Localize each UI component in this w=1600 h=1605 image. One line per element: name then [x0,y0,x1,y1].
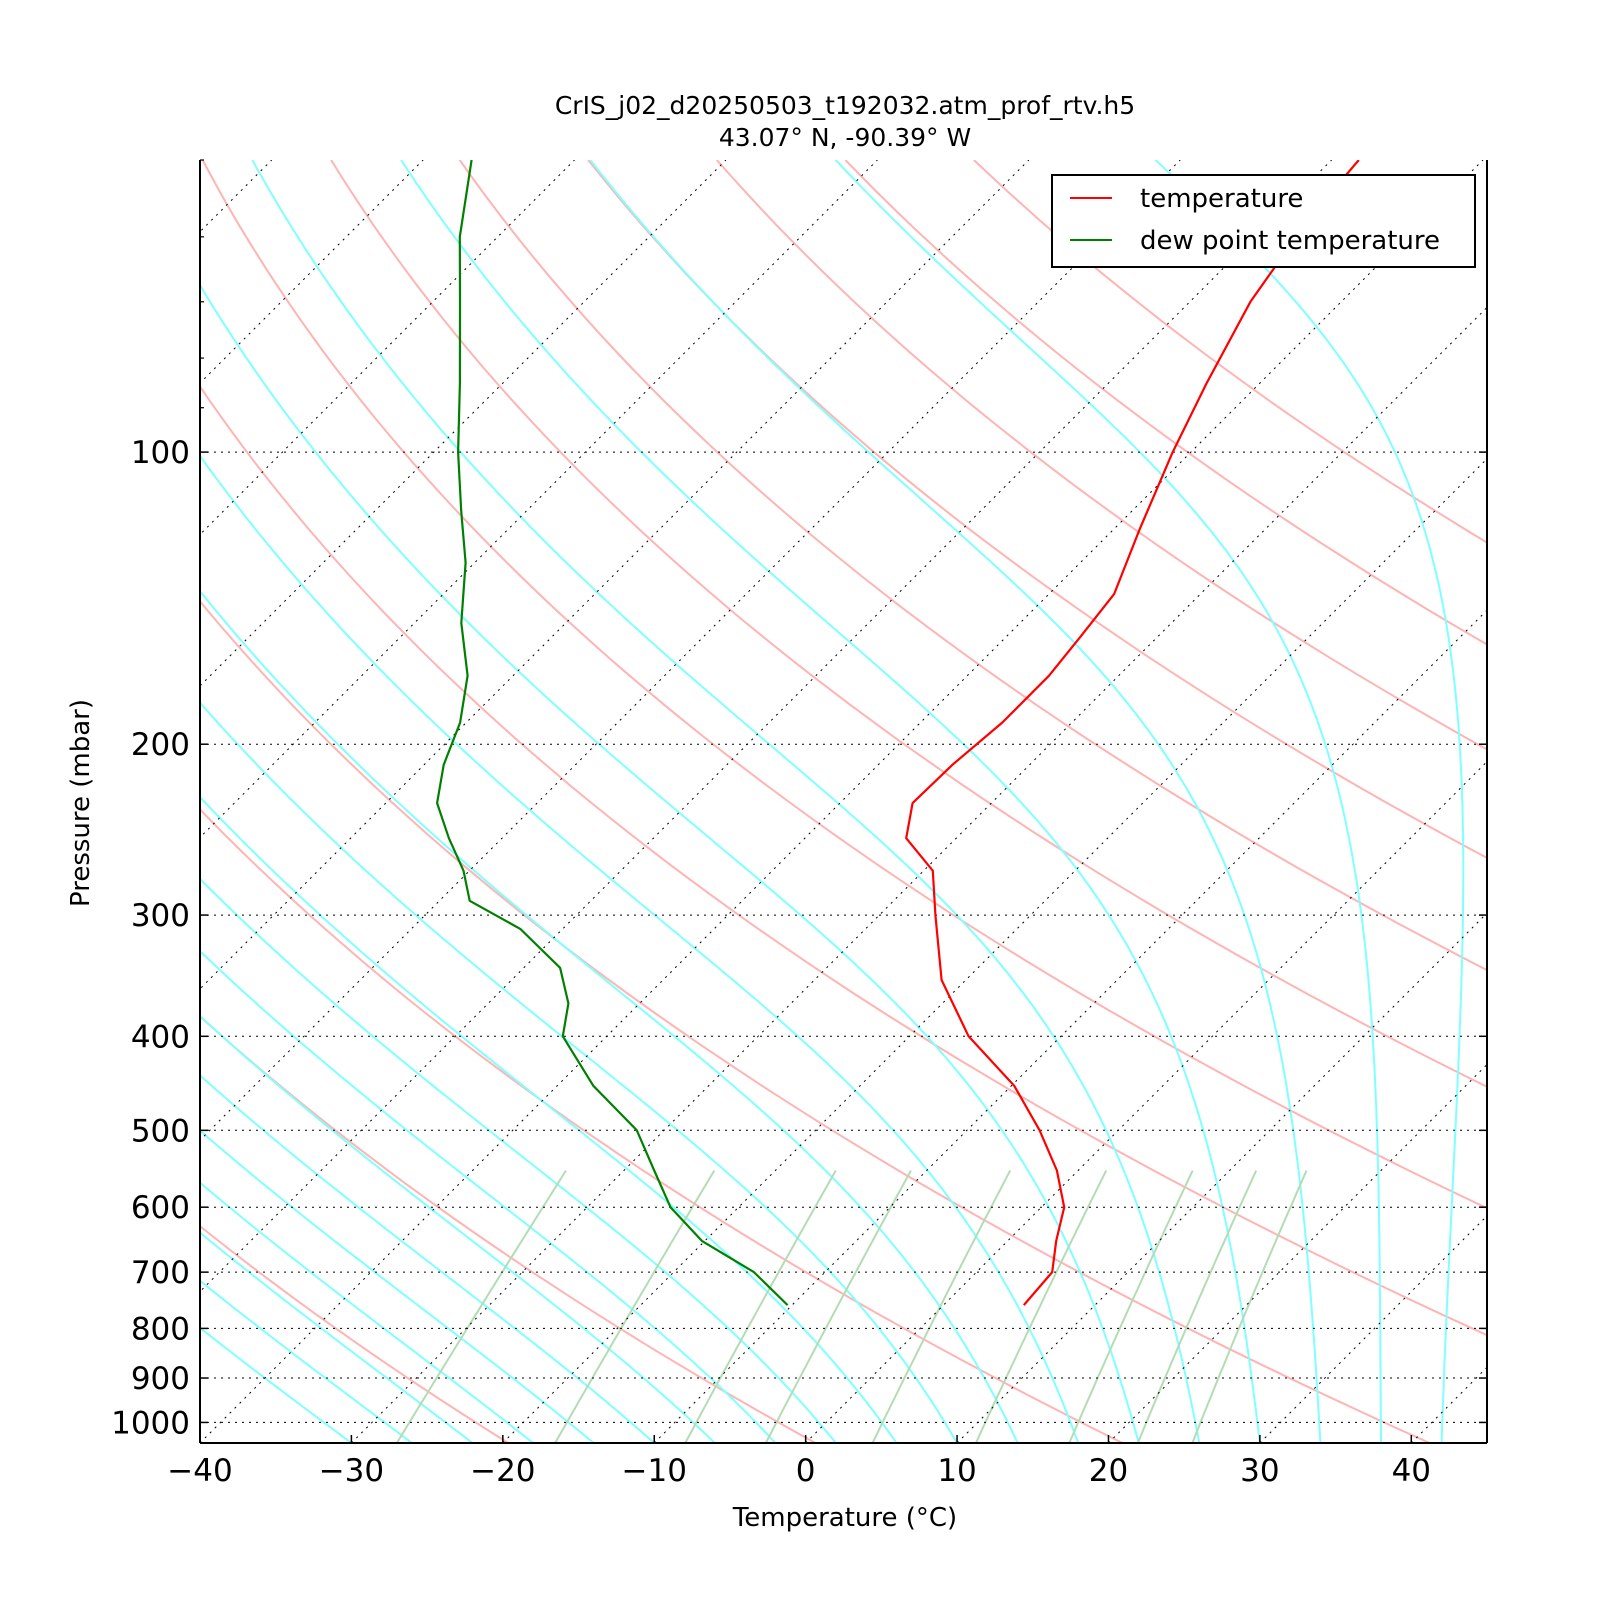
x-tick-label: 40 [1392,1453,1431,1489]
x-tick-label: 30 [1240,1453,1279,1489]
y-tick-label: 700 [131,1255,190,1291]
x-tick-label: −10 [622,1453,687,1489]
x-tick-label: 10 [937,1453,976,1489]
chart-subtitle: 43.07° N, -90.39° W [719,123,971,152]
legend-label-temperature: temperature [1140,184,1303,214]
x-tick-label: −30 [319,1453,384,1489]
y-tick-label: 200 [131,727,190,763]
legend-label-dew-point: dew point temperature [1140,226,1440,256]
y-tick-label: 100 [131,435,190,471]
chart-title: CrIS_j02_d20250503_t192032.atm_prof_rtv.… [555,91,1135,120]
y-tick-label: 600 [131,1190,190,1226]
y-tick-label: 500 [131,1113,190,1149]
x-axis-label: Temperature (°C) [732,1503,957,1533]
x-tick-label: 20 [1089,1453,1128,1489]
y-tick-label: 400 [131,1019,190,1055]
y-tick-label: 300 [131,898,190,934]
y-tick-label: 1000 [111,1405,190,1441]
x-tick-label: −40 [167,1453,232,1489]
legend: temperature dew point temperature [1052,175,1475,267]
x-tick-label: 0 [796,1453,816,1489]
y-tick-label: 800 [131,1311,190,1347]
y-axis-label: Pressure (mbar) [66,699,96,907]
x-tick-label: −20 [470,1453,535,1489]
y-tick-label: 900 [131,1361,190,1397]
